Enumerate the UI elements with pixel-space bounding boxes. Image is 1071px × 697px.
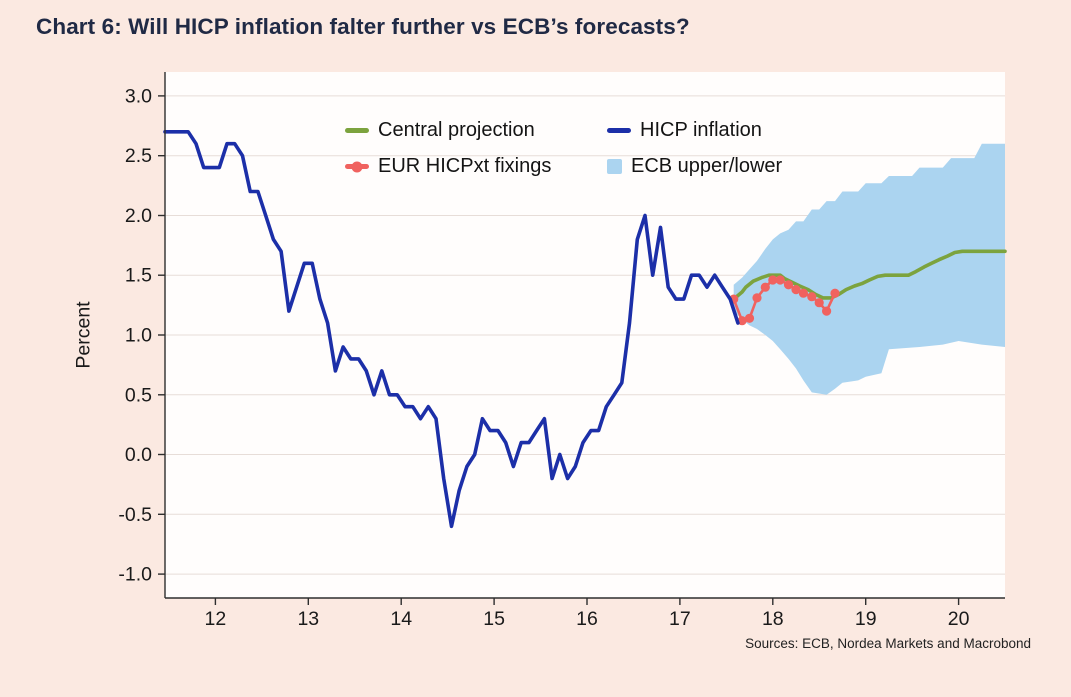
svg-text:1.5: 1.5 (125, 265, 152, 287)
svg-text:18: 18 (762, 608, 784, 630)
svg-text:0.5: 0.5 (125, 384, 152, 406)
legend-item-ecb-upper-lower: ECB upper/lower (607, 155, 782, 178)
svg-text:-1.0: -1.0 (118, 564, 152, 586)
legend-item-hicp-inflation: HICP inflation (607, 119, 782, 142)
legend-item-central-projection: Central projection (345, 119, 607, 142)
hicp-inflation-swatch (607, 128, 631, 133)
svg-text:14: 14 (390, 608, 412, 630)
svg-text:2.5: 2.5 (125, 145, 152, 167)
svg-text:13: 13 (297, 608, 319, 630)
y-axis-label: Percent (72, 301, 95, 369)
chart-legend: Central projection HICP inflation EUR HI… (345, 119, 782, 178)
legend-label-central-projection: Central projection (378, 119, 535, 141)
sources-note: Sources: ECB, Nordea Markets and Macrobo… (745, 636, 1031, 651)
svg-text:16: 16 (576, 608, 598, 630)
svg-text:2.0: 2.0 (125, 205, 152, 227)
svg-text:-0.5: -0.5 (118, 504, 152, 526)
svg-text:1.0: 1.0 (125, 325, 152, 347)
central-projection-swatch (345, 128, 369, 133)
chart-title: Chart 6: Will HICP inflation falter furt… (36, 14, 690, 39)
svg-text:12: 12 (205, 608, 227, 630)
svg-text:20: 20 (948, 608, 970, 630)
svg-text:15: 15 (483, 608, 505, 630)
ecb-upper-lower-swatch (607, 159, 622, 174)
legend-item-eur-hicpxt-fixings: EUR HICPxt fixings (345, 155, 607, 178)
svg-text:0.0: 0.0 (125, 444, 152, 466)
legend-label-ecb-upper-lower: ECB upper/lower (631, 155, 783, 177)
svg-text:17: 17 (669, 608, 691, 630)
legend-label-hicp-inflation: HICP inflation (640, 119, 762, 141)
eur-hicpxt-fixings-swatch (345, 164, 369, 169)
legend-label-eur-hicpxt-fixings: EUR HICPxt fixings (378, 155, 552, 177)
svg-text:19: 19 (855, 608, 877, 630)
svg-text:3.0: 3.0 (125, 85, 152, 107)
